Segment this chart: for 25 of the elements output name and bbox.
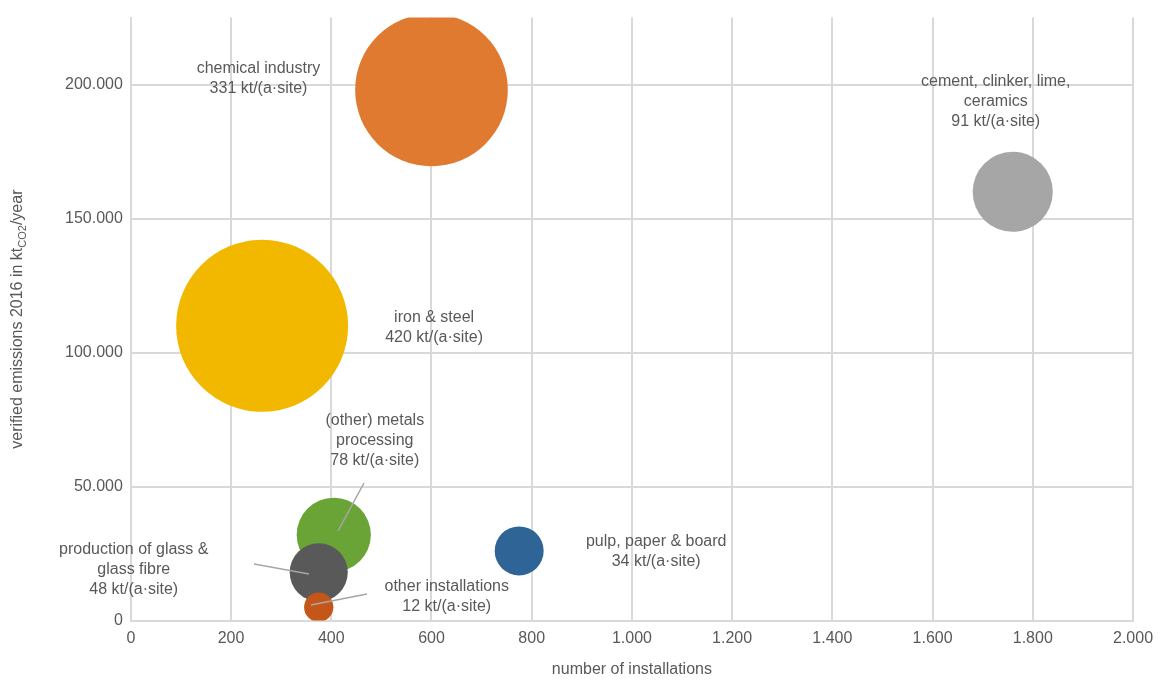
x-tick-label: 1.000 (611, 628, 653, 646)
y-tick-label: 50.000 (73, 477, 123, 495)
x-tick-label: 600 (418, 628, 445, 646)
x-tick-label: 2.000 (1112, 628, 1154, 646)
y-tick-label: 150.000 (64, 209, 123, 227)
x-tick-label: 1.400 (812, 628, 853, 646)
annotation: other installations 12 kt/(a·site) (384, 576, 509, 614)
x-tick-label: 400 (317, 628, 345, 646)
x-axis-title: number of installations (551, 659, 712, 677)
y-axis-title: verified emissions 2016 in ktCO2/year (8, 188, 29, 449)
y-tick-label: 100.000 (64, 343, 123, 361)
x-tick-label: 200 (217, 628, 245, 646)
annotation: production of glass & glass fibre 48 kt/(a·site) (59, 539, 209, 597)
annotation: iron & steel 420 kt/(a·site) (385, 308, 484, 346)
y-tick-label: 0 (113, 611, 123, 629)
annotation: pulp, paper & board 34 kt/(a·site) (585, 532, 727, 570)
x-tick-label: 0 (126, 628, 136, 646)
x-tick-label: 1.800 (1012, 628, 1053, 646)
y-tick-label: 200.000 (64, 75, 123, 93)
x-tick-label: 1.200 (712, 628, 753, 646)
annotation: chemical industry 331 kt/(a·site) (196, 59, 321, 97)
x-tick-label: 800 (518, 628, 546, 646)
annotation: (other) metals processing 78 kt/(a·site) (325, 411, 425, 469)
annotation: cement, clinker, lime, ceramics 91 kt/(a·site) (921, 72, 1071, 130)
x-tick-label: 1.600 (912, 628, 953, 646)
